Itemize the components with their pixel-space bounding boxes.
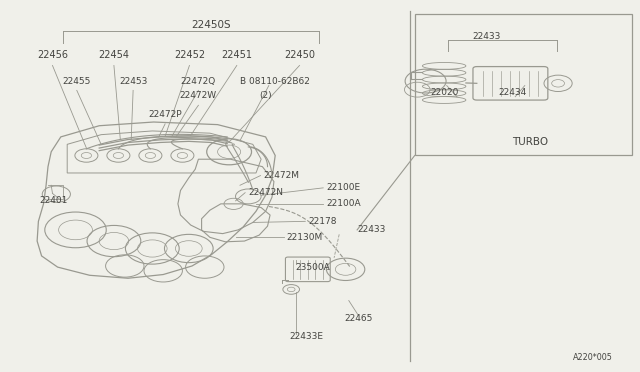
Text: 22100A: 22100A [326, 199, 361, 208]
Text: 22451: 22451 [221, 50, 252, 60]
Text: B 08110-62B62: B 08110-62B62 [240, 77, 310, 86]
Text: 22130M: 22130M [287, 233, 323, 242]
Text: 22472P: 22472P [148, 110, 182, 119]
Text: 22472N: 22472N [248, 188, 284, 197]
Text: 22401: 22401 [40, 196, 68, 205]
Text: 22472M: 22472M [264, 171, 300, 180]
Text: 22178: 22178 [308, 217, 337, 226]
Text: (2): (2) [259, 92, 272, 100]
Text: 23500A: 23500A [296, 263, 330, 272]
Text: 22433: 22433 [472, 32, 500, 41]
Text: 22465: 22465 [344, 314, 372, 323]
Text: 22450S: 22450S [191, 20, 231, 30]
Text: 22433E: 22433E [289, 332, 323, 341]
Text: 22472W: 22472W [180, 92, 217, 100]
Text: 22020: 22020 [431, 88, 459, 97]
Text: 22450: 22450 [284, 50, 315, 60]
Text: 22453: 22453 [119, 77, 147, 86]
Text: 22472Q: 22472Q [180, 77, 216, 86]
Text: 22454: 22454 [99, 50, 129, 60]
Text: A220*005: A220*005 [573, 353, 613, 362]
Text: TURBO: TURBO [512, 137, 548, 147]
Text: 22456: 22456 [37, 50, 68, 60]
Text: 22100E: 22100E [326, 183, 360, 192]
Bar [415, 14, 632, 155]
Text: 22455: 22455 [63, 77, 91, 86]
Text: 22434: 22434 [498, 88, 526, 97]
Text: 22452: 22452 [174, 50, 205, 60]
Text: 22433: 22433 [357, 225, 385, 234]
